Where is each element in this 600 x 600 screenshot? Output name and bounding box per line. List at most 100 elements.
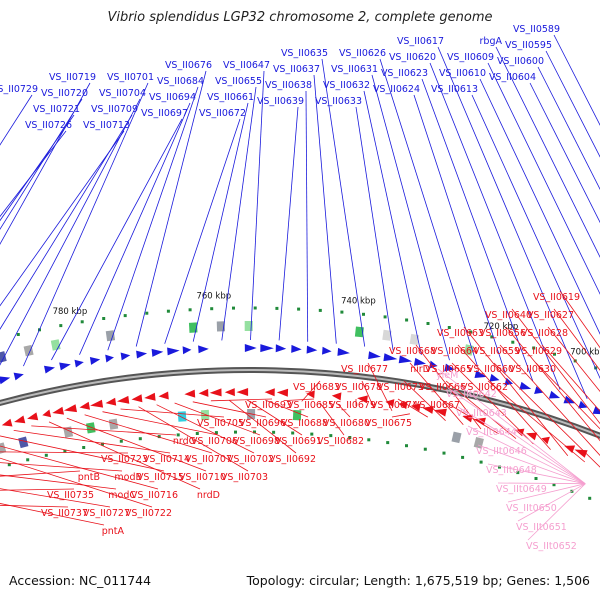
plus-gene-label: VS_II0721 bbox=[33, 104, 80, 115]
minus-gene-label-leader bbox=[337, 403, 351, 418]
plus-gene-label-leader bbox=[164, 118, 241, 344]
gc-marker bbox=[552, 483, 556, 487]
plus-gene-label: VS_II0655 bbox=[215, 76, 262, 87]
gc-marker bbox=[82, 446, 86, 449]
minus-gene-label: VS_II0663 bbox=[437, 328, 484, 339]
minus-strand-gene-arrow bbox=[411, 403, 421, 412]
minus-gene-label: VS_II0722 bbox=[125, 508, 172, 519]
plus-strand-gene-arrow bbox=[398, 355, 413, 364]
gc-marker bbox=[383, 315, 387, 319]
minus-gene-label: VS_II0723 bbox=[101, 454, 148, 465]
plus-strand-gene-arrow bbox=[13, 372, 24, 381]
minus-gene-label-leader bbox=[246, 399, 303, 436]
plus-gene-label-leader bbox=[429, 62, 561, 390]
plus-strand-gene-arrow bbox=[337, 347, 350, 356]
minus-gene-label: modC bbox=[108, 490, 136, 501]
cog-box-inner bbox=[85, 422, 96, 434]
gc-marker bbox=[63, 449, 67, 453]
cog-box-inner bbox=[292, 410, 302, 421]
plus-gene-label: VS_II0676 bbox=[165, 60, 212, 71]
minus-gene-label: VS_II0656 bbox=[479, 328, 526, 339]
minus-gene-label-leader bbox=[0, 504, 69, 508]
plus-strand-gene-arrow bbox=[244, 344, 257, 352]
plus-strand-gene-arrow bbox=[429, 360, 438, 369]
plus-strand-gene-arrow bbox=[383, 353, 398, 362]
plus-gene-label-leader bbox=[0, 94, 33, 146]
plus-gene-label: VS_II0595 bbox=[505, 40, 552, 51]
rna-gene-label-leader bbox=[457, 406, 586, 485]
minus-strand-gene-arrow bbox=[79, 401, 90, 410]
minus-gene-label-leader bbox=[391, 413, 410, 418]
minus-gene-label-leader bbox=[31, 425, 177, 436]
gc-marker bbox=[166, 309, 170, 313]
minus-gene-label: VS_II0630 bbox=[509, 364, 556, 375]
plus-gene-label: VS_II0626 bbox=[339, 48, 386, 59]
minus-gene-label-leader bbox=[559, 290, 600, 349]
plus-gene-label: VS_II0635 bbox=[281, 48, 328, 59]
gc-marker bbox=[195, 432, 199, 435]
plus-gene-label: VS_II0647 bbox=[223, 60, 270, 71]
plus-gene-label: VS_II0624 bbox=[373, 84, 420, 95]
minus-gene-label-leader bbox=[415, 344, 482, 430]
gc-marker bbox=[516, 471, 520, 475]
minus-gene-label-leader bbox=[210, 398, 273, 402]
plus-strand-gene-arrow bbox=[59, 362, 71, 371]
minus-gene-label-leader bbox=[0, 470, 81, 477]
minus-gene-label: VS_II0707 bbox=[185, 454, 232, 465]
cog-box-inner bbox=[451, 431, 462, 444]
minus-gene-label-leader bbox=[0, 503, 105, 526]
cog-box-inner bbox=[200, 409, 210, 421]
gc-marker bbox=[490, 335, 494, 339]
cog-box-inner bbox=[18, 436, 29, 449]
rna-gene-label-leader bbox=[517, 483, 586, 522]
plus-gene-label-leader bbox=[250, 70, 265, 341]
minus-gene-label-leader bbox=[505, 326, 600, 442]
plus-gene-label-leader bbox=[23, 82, 149, 367]
minus-strand-gene-arrow bbox=[42, 409, 52, 418]
gc-marker bbox=[340, 310, 344, 314]
minus-gene-label-leader bbox=[174, 402, 261, 436]
minus-strand-gene-arrow bbox=[14, 415, 26, 424]
plus-gene-label: VS_II0720 bbox=[41, 88, 88, 99]
rna-gene-label: VS_IIt0649 bbox=[496, 484, 547, 495]
plus-gene-label-leader bbox=[313, 74, 337, 344]
rna-gene-label: VS_IIt0650 bbox=[506, 503, 557, 514]
gc-marker bbox=[157, 435, 161, 439]
plus-gene-label: VS_II0610 bbox=[439, 68, 486, 79]
plus-gene-label: VS_II0704 bbox=[99, 88, 146, 99]
plus-strand-gene-arrow bbox=[413, 357, 426, 366]
plus-gene-label: VS_II0600 bbox=[497, 56, 544, 67]
minus-gene-label-leader bbox=[367, 362, 393, 411]
minus-gene-label-leader bbox=[228, 399, 297, 454]
plus-gene-label-leader bbox=[479, 78, 600, 335]
gc-marker bbox=[253, 306, 257, 310]
minus-gene-label: VS_II0662 bbox=[461, 382, 508, 393]
plus-gene-label: VS_II0672 bbox=[199, 108, 246, 119]
minus-gene-label-leader bbox=[0, 435, 165, 472]
cog-box-outer bbox=[382, 329, 392, 341]
plus-gene-label-leader bbox=[321, 58, 366, 347]
minus-gene-label-leader bbox=[138, 406, 249, 472]
minus-gene-label: VS_II0737 bbox=[41, 508, 88, 519]
minus-gene-label-leader bbox=[487, 380, 586, 463]
plus-gene-label: VS_II0701 bbox=[107, 72, 154, 83]
minus-strand-gene-arrow bbox=[117, 395, 130, 404]
backbone-highlight bbox=[0, 369, 600, 437]
plus-gene-label-leader bbox=[421, 78, 534, 382]
minus-gene-label: VS_II0727 bbox=[83, 508, 130, 519]
plus-gene-label: VS_II0609 bbox=[447, 52, 494, 63]
minus-gene-label: VS_II0678 bbox=[335, 382, 382, 393]
plus-gene-label: VS_II0694 bbox=[149, 92, 196, 103]
gc-marker bbox=[297, 307, 301, 311]
plus-gene-label-leader bbox=[553, 34, 600, 126]
rna-gene-label-leader bbox=[467, 425, 586, 485]
minus-strand-gene-arrow bbox=[434, 408, 447, 417]
cog-box-outer bbox=[50, 339, 61, 351]
minus-gene-label-leader bbox=[361, 380, 375, 409]
plus-strand-gene-arrow bbox=[198, 345, 209, 354]
minus-gene-label-leader bbox=[0, 457, 153, 508]
minus-gene-label-leader bbox=[102, 411, 219, 436]
plus-gene-label-leader bbox=[371, 74, 450, 361]
plus-gene-label-leader bbox=[0, 98, 141, 366]
cog-box-outer bbox=[105, 330, 116, 342]
